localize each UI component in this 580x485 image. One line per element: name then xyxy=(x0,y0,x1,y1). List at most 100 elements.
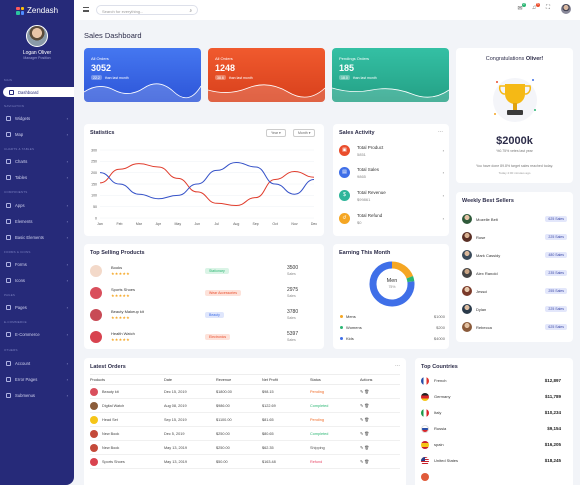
x-tick-label: May xyxy=(175,222,182,226)
table-row[interactable]: Sports Shoes May 13, 2019 $50.00 $163.48 Ref… xyxy=(90,454,400,469)
list-item[interactable]: Books ★★★★★ Stationary 3500 Sales xyxy=(90,262,316,282)
ecommerce-icon xyxy=(6,331,11,337)
table-row[interactable]: New Book May 13, 2019 $250.00 $62.35 Shippin… xyxy=(90,440,400,455)
delete-icon[interactable]: 🗑 xyxy=(364,446,370,450)
list-item[interactable]: Russia $9,154 xyxy=(421,422,561,437)
sidebar-item-forms[interactable]: Forms › xyxy=(0,259,74,269)
list-item[interactable]: spain $16,205 xyxy=(421,438,561,453)
list-item[interactable]: Dylan 225 Sales xyxy=(462,302,567,320)
list-item[interactable]: Germany $11,789 xyxy=(421,390,561,405)
activity-item[interactable]: ▣ Total Product 5851 › xyxy=(339,143,444,163)
table-row[interactable]: Digital Watch Aug 08, 2019 $986.00 $122.69 C… xyxy=(90,398,400,413)
sidebar-item-widgets[interactable]: Widgets › xyxy=(0,113,74,123)
more-icon[interactable]: ⋯ xyxy=(438,129,443,135)
sidebar-item-dashboard[interactable]: Dashboard xyxy=(3,87,74,97)
list-item[interactable]: Beauty Makeup kit ★★★★★ Beauty 3780 Sales xyxy=(90,306,316,326)
sidebar-item-basic-elements[interactable]: Basic Elements › xyxy=(0,232,74,242)
sidebar-item-account[interactable]: Account › xyxy=(0,358,74,368)
delete-icon[interactable]: 🗑 xyxy=(364,404,370,408)
search-icon[interactable]: ⌕ xyxy=(189,8,192,13)
list-item[interactable]: Mark Cassidy 480 Sales xyxy=(462,248,567,266)
chevron-right-icon: › xyxy=(66,158,68,164)
month-filter[interactable]: Month ▾ xyxy=(293,129,316,137)
delete-icon[interactable]: 🗑 xyxy=(364,418,370,422)
stat-label: All Orders xyxy=(91,56,109,61)
status-badge: Shipping xyxy=(310,440,360,455)
product-image xyxy=(90,309,102,321)
sidebar-item-tables[interactable]: Tables › xyxy=(0,172,74,182)
user-role: Manager Position xyxy=(23,56,51,60)
congrats-desc: You have done 89.8% target sales reached… xyxy=(475,164,554,168)
stat-value: 3052 xyxy=(91,63,112,73)
notification-icon[interactable]: ✉ 2 xyxy=(517,3,526,12)
col-status[interactable]: Status xyxy=(310,374,360,385)
hamburger-menu-icon[interactable] xyxy=(83,7,89,12)
status-badge: Completed xyxy=(310,398,360,413)
list-item[interactable]: Alex Ranold 235 Sales xyxy=(462,266,567,284)
brand-logo[interactable]: Zendash xyxy=(16,6,58,15)
topbar-avatar[interactable] xyxy=(561,4,571,14)
stat-card-pending[interactable]: Pendings Orders 185 18.0 than last month xyxy=(332,48,449,102)
sidebar-item-ecommerce[interactable]: E-Commerce › xyxy=(0,329,74,339)
nav-section-label: FORMS & ICONS xyxy=(4,250,31,254)
forms-icon xyxy=(6,261,11,267)
stat-change: 18.0 than last month xyxy=(339,75,377,80)
sidebar-item-error-pages[interactable]: Error Pages › xyxy=(0,374,74,384)
list-item[interactable]: French $12,897 xyxy=(421,374,561,389)
activity-item[interactable]: ▤ Total Sales 9865 › xyxy=(339,165,444,185)
search-input[interactable]: Search for everything... ⌕ xyxy=(96,5,198,15)
delete-icon[interactable]: 🗑 xyxy=(364,460,370,464)
nav-section-label: COMPONENTS xyxy=(4,190,28,194)
sidebar-item-charts[interactable]: Charts › xyxy=(0,156,74,166)
edit-icon[interactable]: ✎ xyxy=(360,432,364,436)
list-item[interactable]: Rose 225 Sales xyxy=(462,230,567,248)
list-item[interactable]: Health Watch ★★★★★ Electronics 5397 Sales xyxy=(90,328,316,348)
list-item[interactable]: Italy $10,234 xyxy=(421,406,561,421)
sidebar-item-map[interactable]: Map › xyxy=(0,129,74,139)
weekly-title: Weekly Best Sellers xyxy=(462,198,514,204)
sidebar-item-submenus[interactable]: Submenus › xyxy=(0,390,74,400)
account-icon xyxy=(6,360,11,366)
fullscreen-icon[interactable]: ⛶ xyxy=(545,5,551,11)
list-item[interactable]: Jessci 255 Sales xyxy=(462,284,567,302)
stat-wave xyxy=(84,83,201,102)
series-line-1 xyxy=(99,161,315,200)
list-item[interactable] xyxy=(421,470,561,485)
year-filter[interactable]: Year ▾ xyxy=(266,129,286,137)
nav-section-label: MAIN xyxy=(4,78,13,82)
delete-icon[interactable]: 🗑 xyxy=(364,390,370,394)
table-row[interactable]: New Book Dec 5, 2019 $250.00 $80.65 Complete… xyxy=(90,426,400,441)
delete-icon[interactable]: 🗑 xyxy=(364,432,370,436)
col-products[interactable]: Products xyxy=(90,374,164,385)
sidebar-item-elements[interactable]: Elements › xyxy=(0,216,74,226)
user-avatar[interactable] xyxy=(26,25,48,47)
bell-icon[interactable]: ♫ 5 xyxy=(531,3,540,11)
list-item[interactable]: Sports Shoes ★★★★★ Wear Accessories 2975 Sal… xyxy=(90,284,316,304)
edit-icon[interactable]: ✎ xyxy=(360,390,364,394)
col-date[interactable]: Date xyxy=(164,374,216,385)
activity-item[interactable]: $ Total Revenue $99861 › xyxy=(339,188,444,208)
edit-icon[interactable]: ✎ xyxy=(360,404,364,408)
table-row[interactable]: Head Set Sep 15, 2019 $1100.00 $81.65 Pendin… xyxy=(90,412,400,427)
edit-icon[interactable]: ✎ xyxy=(360,446,364,450)
sidebar: Zendash Logan Oliver Manager Position MA… xyxy=(0,0,74,485)
table-row[interactable]: Beauty kit Dec 15, 2019 $1800.00 $98.15 Pend… xyxy=(90,384,400,399)
list-item[interactable]: Rebecca 625 Sales xyxy=(462,320,567,338)
stat-card-orders-2[interactable]: All Orders 1248 38.6 than last month xyxy=(208,48,325,102)
stat-value: 185 xyxy=(339,63,355,73)
col-profit[interactable]: Net Profit xyxy=(262,374,310,385)
list-item[interactable]: United States $18,245 xyxy=(421,454,561,469)
dashboard-icon xyxy=(9,89,14,95)
list-item[interactable]: Mozelle Belt 625 Sales xyxy=(462,212,567,230)
activity-item[interactable]: ↺ Total Refund $0 › xyxy=(339,211,444,231)
edit-icon[interactable]: ✎ xyxy=(360,460,364,464)
sidebar-item-apps[interactable]: Apps › xyxy=(0,200,74,210)
stat-card-orders[interactable]: All Orders 3052 22.2 than last month xyxy=(84,48,201,102)
sidebar-item-pages[interactable]: Pages › xyxy=(0,302,74,312)
avatar xyxy=(462,268,472,278)
sidebar-item-icons[interactable]: Icons › xyxy=(0,275,74,285)
col-revenue[interactable]: Revenue xyxy=(216,374,262,385)
edit-icon[interactable]: ✎ xyxy=(360,418,364,422)
widgets-icon xyxy=(6,115,11,121)
more-icon[interactable]: ⋯ xyxy=(395,363,400,369)
